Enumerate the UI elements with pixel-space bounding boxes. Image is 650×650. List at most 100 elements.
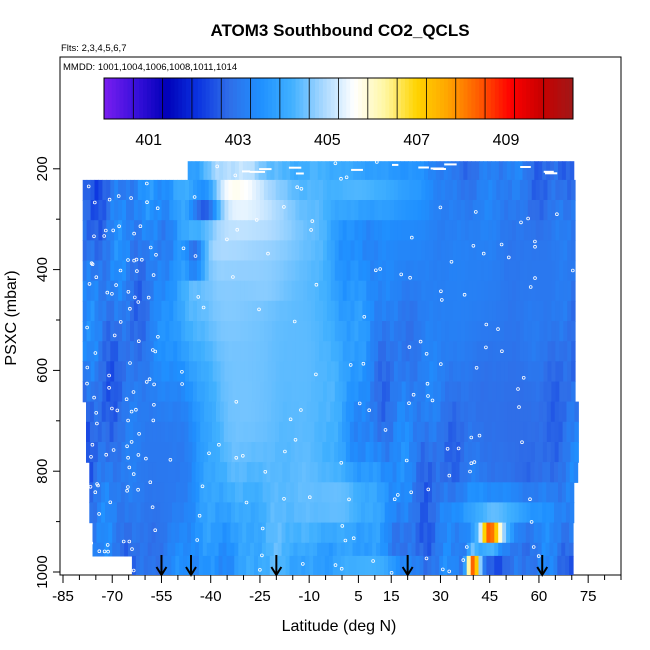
curtain-cell	[165, 341, 170, 362]
curtain-cell	[250, 502, 256, 524]
curtain-cell	[140, 482, 145, 504]
curtain-cell	[506, 555, 511, 575]
colorbar-frame	[103, 77, 574, 120]
curtain-cell	[452, 401, 457, 423]
curtain-cell	[109, 421, 115, 443]
curtain-cell	[449, 240, 454, 262]
curtain-cell	[480, 341, 485, 362]
curtain-cell	[491, 502, 496, 524]
curtain-cell	[337, 482, 342, 504]
curtain-cell	[206, 555, 212, 575]
curtain-cell	[130, 300, 135, 322]
curtain-cell	[332, 555, 338, 575]
curtain-cell	[277, 542, 283, 557]
curtain-cell	[326, 220, 332, 241]
curtain-cell	[440, 421, 445, 443]
curtain-cell	[338, 260, 344, 282]
curtain-cell	[475, 161, 480, 181]
sample-point	[181, 246, 186, 251]
curtain-cell	[198, 522, 204, 544]
curtain-cell	[109, 442, 115, 463]
curtain-cell	[543, 179, 548, 201]
colorbar-gradient-step	[291, 78, 297, 119]
curtain-cell	[118, 361, 123, 383]
curtain-cell	[349, 421, 355, 443]
curtain-cell	[283, 300, 289, 322]
sample-point	[496, 327, 500, 331]
curtain-cell	[114, 381, 119, 403]
sample-point	[85, 381, 89, 386]
curtain-cell	[317, 161, 323, 181]
curtain-cell	[353, 442, 359, 463]
curtain-cell	[191, 502, 197, 524]
curtain-cell	[279, 240, 285, 262]
curtain-cell	[516, 200, 521, 221]
curtain-cell	[295, 260, 300, 282]
curtain-cell	[183, 482, 189, 504]
curtain-cell	[275, 179, 281, 201]
curtain-cell	[374, 280, 379, 302]
curtain-cell	[307, 280, 312, 302]
curtain-cell	[228, 280, 233, 302]
curtain-cell	[114, 220, 119, 241]
curtain-cell	[397, 321, 403, 342]
sample-point	[96, 483, 100, 488]
curtain-cell	[512, 240, 517, 262]
curtain-cell	[537, 542, 543, 557]
sample-point	[362, 314, 367, 319]
sample-point	[94, 275, 99, 280]
curtain-cell	[204, 421, 209, 443]
curtain-cell	[172, 462, 177, 483]
curtain-cell	[475, 502, 480, 524]
curtain-cell	[342, 381, 348, 403]
curtain-cell	[476, 220, 482, 241]
sample-point	[85, 365, 90, 370]
curtain-cell	[523, 200, 529, 221]
curtain-cell	[377, 421, 382, 443]
curtain-cell	[555, 381, 560, 403]
curtain-cell	[238, 522, 243, 544]
curtain-cell	[224, 260, 229, 282]
curtain-cell	[488, 280, 493, 302]
curtain-cell	[180, 401, 185, 423]
curtain-cell	[559, 381, 564, 403]
curtain-cell	[141, 421, 146, 443]
curtain-cell	[199, 161, 204, 181]
sample-point	[235, 227, 240, 232]
curtain-cell	[523, 442, 528, 463]
curtain-cell	[449, 200, 454, 221]
curtain-cell	[488, 179, 493, 201]
curtain-cell	[405, 260, 411, 282]
curtain-cell	[472, 179, 478, 201]
curtain-cell	[98, 179, 103, 201]
curtain-cell	[338, 200, 344, 221]
curtain-cell	[515, 421, 520, 443]
colorbar-gradient-step	[565, 78, 570, 119]
curtain-cell	[382, 341, 387, 362]
curtain-cell	[472, 240, 478, 262]
curtain-cell	[569, 482, 575, 504]
curtain-cell	[195, 555, 200, 575]
colorbar-gradient-step	[315, 78, 320, 119]
curtain-cell	[416, 421, 422, 443]
curtain-cell	[236, 321, 241, 342]
curtain-cell	[567, 300, 572, 322]
curtain-cell	[282, 442, 288, 463]
curtain-cell	[132, 502, 138, 524]
sample-point	[148, 171, 153, 176]
curtain-cell	[128, 502, 134, 524]
curtain-cell	[409, 401, 414, 423]
curtain-cell	[89, 401, 95, 423]
curtain-cell	[137, 442, 142, 463]
curtain-cell	[389, 280, 395, 302]
curtain-cell	[187, 542, 192, 557]
curtain-cell	[437, 240, 442, 262]
curtain-cell	[547, 240, 552, 262]
sample-point	[148, 245, 153, 250]
curtain-cell	[362, 280, 367, 302]
curtain-cell	[204, 220, 210, 241]
curtain-cell	[500, 361, 505, 383]
sample-point	[116, 194, 121, 198]
curtain-cell	[110, 300, 115, 322]
curtain-cell	[135, 555, 141, 575]
